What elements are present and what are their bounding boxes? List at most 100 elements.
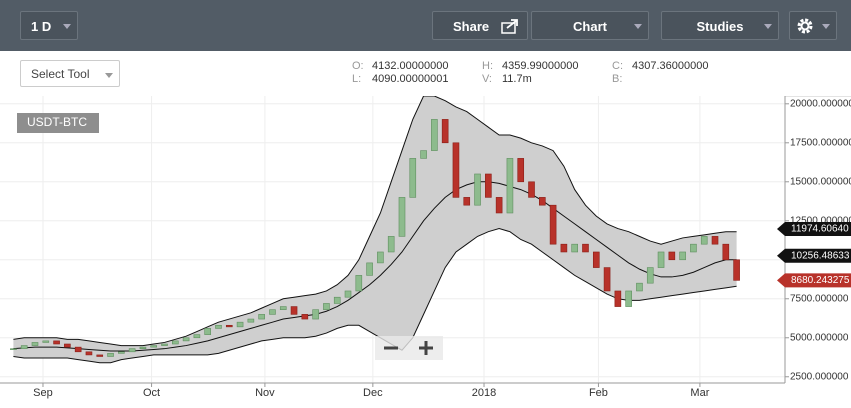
ohlc-key: H: [482, 60, 493, 72]
candle-body [582, 243, 589, 253]
candle-body [20, 345, 28, 349]
candle-body [172, 340, 179, 345]
candle-body [539, 197, 546, 206]
candle-body [690, 243, 697, 253]
candle-body [161, 343, 168, 346]
candle-body [258, 314, 265, 320]
candle-body [571, 243, 578, 253]
candle-body [387, 236, 395, 253]
price-tag [777, 248, 851, 263]
candle-body [625, 290, 632, 307]
candle-body [236, 321, 244, 328]
candle-body [560, 243, 568, 253]
candle-body [290, 306, 298, 315]
ohlc-value: 4307.36000000 [632, 60, 709, 72]
ohlc-value: 4090.00000001 [372, 73, 449, 85]
candle-body [74, 346, 82, 353]
candle-body [225, 324, 233, 328]
candle-body [711, 236, 719, 245]
candle-body [64, 343, 71, 348]
candle-body [107, 353, 114, 357]
candle-body [431, 119, 438, 151]
candle-body [409, 158, 417, 198]
candle-body [592, 251, 600, 268]
price-tag-label: 10256.48633 [791, 250, 850, 261]
candle-body [182, 337, 190, 342]
band-fill [13, 96, 737, 363]
candle-body [118, 351, 125, 354]
candle-body [377, 251, 384, 264]
y-tick-label: 12500.000000 [790, 215, 851, 226]
price-tag [777, 273, 851, 288]
y-tick-label: 20000.000000 [790, 98, 851, 109]
candle-body [279, 306, 287, 310]
x-tick-label: Dec [363, 387, 383, 399]
candle-body [614, 290, 622, 307]
candle-body [215, 324, 222, 329]
chart-button[interactable]: Chart [531, 11, 649, 40]
candle-body [139, 346, 147, 349]
candle-body [485, 173, 492, 198]
candle-body [10, 348, 17, 350]
x-tick-label: Oct [143, 387, 160, 399]
ohlc-value: 4132.00000000 [372, 60, 449, 72]
candle-body [722, 243, 730, 261]
candle-body [204, 328, 211, 335]
share-button[interactable]: Share [432, 11, 528, 40]
candle-body [420, 150, 427, 159]
ohlc-key: C: [612, 60, 623, 72]
candle-body [312, 309, 319, 320]
y-tick-label: 7500.000000 [790, 293, 849, 304]
studies-label: Studies [696, 19, 744, 34]
y-tick-label: 5000.000000 [790, 332, 849, 343]
candle-body [528, 181, 535, 198]
x-tick-label: Feb [589, 387, 608, 399]
candle-body [506, 158, 514, 214]
upper-band-line [13, 96, 737, 347]
x-tick-label: Mar [690, 387, 709, 399]
zoom-in[interactable] [419, 341, 433, 355]
interval-button[interactable]: 1 D [20, 11, 78, 40]
select-tool[interactable]: Select Tool [20, 60, 120, 87]
candle-body [53, 340, 60, 345]
share-label: Share [453, 19, 490, 34]
candle-body [603, 267, 611, 292]
candle-body [452, 142, 460, 198]
gear-icon [797, 18, 813, 34]
candle-body [128, 348, 136, 353]
symbol-label: USDT-BTC [27, 115, 87, 129]
candle-body [96, 354, 104, 357]
candle-body [301, 314, 309, 320]
candle-body [474, 173, 481, 206]
candle-body [333, 296, 341, 304]
chart-label: Chart [573, 19, 607, 34]
candle-body [679, 251, 686, 261]
candle-body [193, 334, 201, 339]
interval-label: 1 D [31, 19, 52, 34]
candle-body [646, 267, 654, 284]
candle-body [517, 158, 525, 183]
x-tick-label: Nov [255, 387, 275, 399]
symbol-box [17, 113, 99, 133]
studies-button[interactable]: Studies [661, 11, 779, 40]
x-tick-label: 2018 [472, 387, 496, 399]
candle-body [31, 342, 39, 346]
price-tag-label: 11974.60640 [791, 224, 849, 235]
candle-body [398, 197, 406, 237]
candle-body [657, 251, 665, 268]
candle-body [441, 119, 449, 144]
ohlc-key: B: [612, 73, 623, 85]
candle-body [495, 197, 503, 214]
price-tag-label: 8680.243275 [791, 275, 850, 286]
candle-body [549, 204, 557, 245]
candle-body [344, 290, 352, 298]
ohlc-key: L: [352, 73, 362, 85]
header-bar: 1 D Share Chart Studies [0, 0, 851, 51]
candle-body [150, 345, 158, 348]
price-chart: 2500.0000005000.0000007500.00000010000.0… [0, 96, 851, 399]
select-tool-label: Select Tool [31, 67, 90, 81]
candle-body [42, 340, 50, 343]
toolbar: Select Tool O: 4132.00000000 L: 4090.000… [0, 51, 851, 97]
settings-button[interactable] [789, 11, 837, 40]
